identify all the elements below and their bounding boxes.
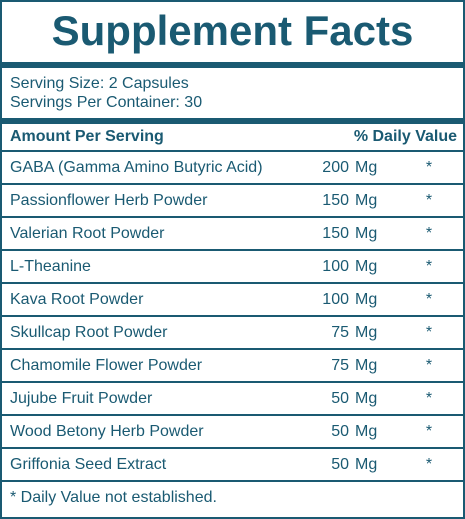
ingredient-amount: 75 <box>331 323 349 341</box>
row-divider <box>2 315 463 317</box>
ingredient-unit: Mg <box>355 158 378 176</box>
ingredient-row: Kava Root Powder 100 Mg * <box>2 284 463 315</box>
ingredient-daily-value: * <box>425 323 433 341</box>
ingredient-row: Passionflower Herb Powder 150 Mg * <box>2 185 463 216</box>
ingredient-amount: 50 <box>331 422 349 440</box>
title-divider <box>2 62 463 68</box>
ingredient-unit: Mg <box>355 257 378 275</box>
serving-size: Serving Size: 2 Capsules <box>10 75 189 92</box>
ingredient-unit: Mg <box>355 323 378 341</box>
ingredient-name: Valerian Root Powder <box>10 224 165 242</box>
row-divider <box>2 447 463 449</box>
ingredient-row: Valerian Root Powder 150 Mg * <box>2 218 463 249</box>
ingredient-unit: Mg <box>355 389 378 407</box>
ingredient-name: Skullcap Root Powder <box>10 323 168 341</box>
ingredient-daily-value: * <box>425 158 433 176</box>
serving-divider <box>2 118 463 124</box>
ingredient-unit: Mg <box>355 356 378 374</box>
ingredient-row: Griffonia Seed Extract 50 Mg * <box>2 449 463 480</box>
ingredient-row: Chamomile Flower Powder 75 Mg * <box>2 350 463 381</box>
header-divider <box>2 150 463 152</box>
ingredient-daily-value: * <box>425 389 433 407</box>
servings-per-container: Servings Per Container: 30 <box>10 94 203 111</box>
row-divider <box>2 216 463 218</box>
row-divider <box>2 183 463 185</box>
row-divider <box>2 282 463 284</box>
ingredient-name: Jujube Fruit Powder <box>10 389 153 407</box>
ingredient-amount: 150 <box>322 224 349 242</box>
ingredient-amount: 50 <box>331 455 349 473</box>
row-divider <box>2 348 463 350</box>
ingredient-name: Passionflower Herb Powder <box>10 191 208 209</box>
row-divider <box>2 381 463 383</box>
ingredient-amount: 150 <box>322 191 349 209</box>
ingredient-daily-value: * <box>425 224 433 242</box>
ingredient-unit: Mg <box>355 191 378 209</box>
ingredient-row: Skullcap Root Powder 75 Mg * <box>2 317 463 348</box>
ingredient-daily-value: * <box>425 455 433 473</box>
ingredient-daily-value: * <box>425 191 433 209</box>
ingredient-row: L-Theanine 100 Mg * <box>2 251 463 282</box>
ingredient-row: GABA (Gamma Amino Butyric Acid) 200 Mg * <box>2 152 463 183</box>
ingredient-amount: 50 <box>331 389 349 407</box>
ingredient-amount: 100 <box>322 290 349 308</box>
footnote: * Daily Value not established. <box>10 489 217 506</box>
table-header: Amount Per Serving % Daily Value <box>2 124 463 150</box>
ingredient-amount: 75 <box>331 356 349 374</box>
amount-per-serving-header: Amount Per Serving <box>10 128 164 145</box>
ingredient-unit: Mg <box>355 224 378 242</box>
row-divider <box>2 414 463 416</box>
ingredient-amount: 100 <box>322 257 349 275</box>
ingredient-unit: Mg <box>355 290 378 308</box>
ingredient-amount: 200 <box>322 158 349 176</box>
ingredient-unit: Mg <box>355 422 378 440</box>
ingredient-unit: Mg <box>355 455 378 473</box>
ingredient-name: Kava Root Powder <box>10 290 144 308</box>
ingredient-row: Wood Betony Herb Powder 50 Mg * <box>2 416 463 447</box>
row-divider <box>2 480 463 482</box>
ingredient-name: L-Theanine <box>10 257 91 275</box>
ingredient-name: GABA (Gamma Amino Butyric Acid) <box>10 158 263 176</box>
ingredient-row: Jujube Fruit Powder 50 Mg * <box>2 383 463 414</box>
panel-title: Supplement Facts <box>51 7 414 54</box>
ingredient-daily-value: * <box>425 257 433 275</box>
ingredient-daily-value: * <box>425 422 433 440</box>
daily-value-header: % Daily Value <box>353 128 457 145</box>
serving-info: Serving Size: 2 Capsules Servings Per Co… <box>2 68 463 118</box>
ingredient-name: Chamomile Flower Powder <box>10 356 203 374</box>
row-divider <box>2 249 463 251</box>
ingredient-daily-value: * <box>425 290 433 308</box>
ingredient-daily-value: * <box>425 356 433 374</box>
ingredient-list: GABA (Gamma Amino Butyric Acid) 200 Mg * Pas… <box>2 152 463 482</box>
ingredient-name: Wood Betony Herb Powder <box>10 422 204 440</box>
ingredient-name: Griffonia Seed Extract <box>10 455 167 473</box>
